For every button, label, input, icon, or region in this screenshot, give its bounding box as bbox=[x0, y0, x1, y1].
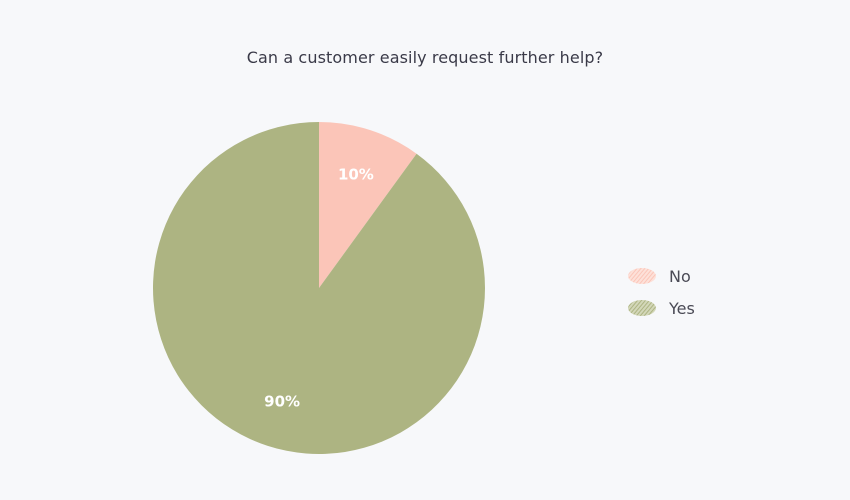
legend-label-no: No bbox=[669, 267, 691, 286]
slice-label-yes: 90% bbox=[264, 393, 300, 411]
legend-swatch-no bbox=[628, 268, 656, 284]
legend: No Yes bbox=[628, 267, 695, 318]
chart-title: Can a customer easily request further he… bbox=[246, 48, 604, 67]
pie-slice-yes bbox=[152, 122, 485, 454]
pie-slices bbox=[152, 122, 485, 454]
legend-label-yes: Yes bbox=[668, 299, 695, 318]
pie-slice-no bbox=[319, 122, 417, 288]
legend-swatch-yes bbox=[628, 300, 656, 316]
pie-slice-labels: 10% 90% bbox=[264, 165, 374, 410]
slice-label-no: 10% bbox=[338, 165, 374, 183]
